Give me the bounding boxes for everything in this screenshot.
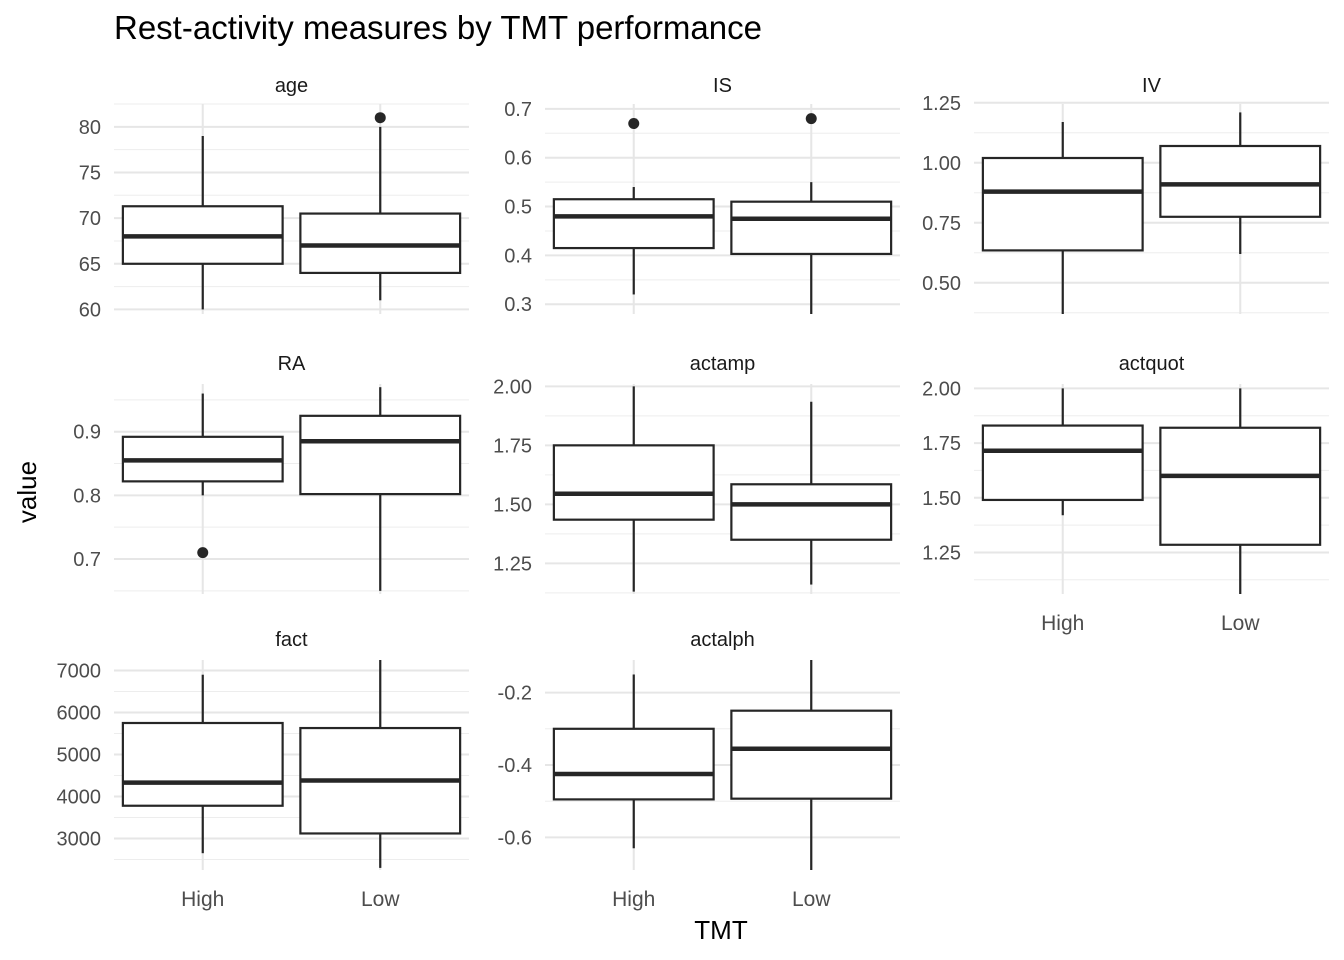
y-tick-label: 2.00: [922, 378, 961, 400]
facet-panels: 60 65 70 75 80 age 0.3 0.4 0.5 0.6 0.7 IS 0.50 0.75 1.…: [57, 75, 1329, 911]
facet-label: IS: [713, 75, 732, 97]
y-tick-label: 1.25: [922, 542, 961, 564]
box-low: [299, 660, 462, 868]
y-tick-label: 7000: [57, 661, 102, 683]
facet-actquot: 1.25 1.50 1.75 2.00 actquot High Low: [922, 353, 1329, 635]
box-high: [981, 122, 1144, 314]
box-high: [552, 118, 715, 295]
y-tick-label: -0.2: [498, 683, 532, 705]
box-high: [121, 135, 284, 310]
box-low: [1159, 388, 1322, 594]
facet-age: 60 65 70 75 80 age: [79, 75, 469, 321]
box-iqr: [552, 198, 715, 250]
y-tick-label: 0.3: [504, 294, 532, 316]
box-low: [299, 387, 462, 591]
y-tick-label: -0.4: [498, 755, 532, 777]
facet-fact: 3000 4000 5000 6000 7000 fact High Low: [57, 629, 469, 911]
y-tick-label: 1.25: [922, 93, 961, 115]
y-tick-label: 80: [79, 117, 101, 139]
y-tick-label: 1.25: [493, 553, 532, 575]
y-tick-label: 2.00: [493, 376, 532, 398]
box-iqr: [981, 156, 1144, 252]
y-tick-label: 70: [79, 208, 101, 230]
facet-label: actquot: [1119, 353, 1185, 375]
x-tick-label: High: [181, 888, 224, 911]
facet-RA: 0.7 0.8 0.9 RA: [73, 353, 469, 594]
facet-IS: 0.3 0.4 0.5 0.6 0.7 IS: [504, 75, 900, 316]
outlier-point: [805, 113, 817, 125]
box-iqr: [552, 444, 715, 521]
box-low: [730, 113, 893, 314]
x-tick-label: Low: [1221, 612, 1260, 635]
y-tick-label: 65: [79, 254, 101, 276]
y-tick-label: 60: [79, 299, 101, 321]
y-tick-label: 75: [79, 162, 101, 184]
box-iqr: [299, 212, 462, 275]
y-tick-label: 1.75: [922, 433, 961, 455]
box-iqr: [1159, 144, 1322, 218]
box-high: [552, 674, 715, 849]
box-high: [552, 386, 715, 592]
box-iqr: [981, 424, 1144, 502]
box-high: [121, 674, 284, 854]
box-low: [299, 112, 462, 301]
y-tick-label: 0.5: [504, 197, 532, 219]
box-low: [730, 401, 893, 585]
x-tick-label: High: [1041, 612, 1084, 635]
y-tick-label: 0.75: [922, 213, 961, 235]
y-tick-label: 0.50: [922, 273, 961, 295]
y-tick-label: 1.50: [922, 488, 961, 510]
facet-label: fact: [275, 629, 308, 651]
x-tick-label: High: [612, 888, 655, 911]
box-iqr: [121, 721, 284, 807]
box-iqr: [730, 483, 893, 541]
y-tick-label: 5000: [57, 745, 102, 767]
facet-label: actalph: [690, 629, 755, 651]
y-tick-label: 1.75: [493, 435, 532, 457]
x-axis-title: TMT: [694, 915, 748, 945]
box-iqr: [1159, 426, 1322, 546]
x-tick-label: Low: [361, 888, 400, 911]
box-iqr: [299, 414, 462, 496]
facet-IV: 0.50 0.75 1.00 1.25 IV: [922, 75, 1329, 314]
facet-label: RA: [278, 353, 306, 375]
outlier-point: [197, 547, 209, 559]
facet-actamp: 1.25 1.50 1.75 2.00 actamp: [493, 353, 900, 594]
facet-label: actamp: [690, 353, 756, 375]
box-iqr: [552, 727, 715, 801]
y-tick-label: 0.6: [504, 148, 532, 170]
y-tick-label: -0.6: [498, 827, 532, 849]
y-tick-label: 1.00: [922, 153, 961, 175]
box-low: [1159, 112, 1322, 254]
x-tick-label: Low: [792, 888, 831, 911]
y-tick-label: 0.7: [504, 99, 532, 121]
outlier-point: [628, 118, 640, 130]
y-tick-label: 0.8: [73, 485, 101, 507]
y-tick-label: 6000: [57, 703, 102, 725]
y-tick-label: 0.9: [73, 422, 101, 444]
facet-actalph: -0.6 -0.4 -0.2 actalph High Low: [498, 629, 900, 911]
facet-label: age: [275, 75, 308, 97]
y-tick-label: 0.4: [504, 245, 532, 267]
outlier-point: [374, 112, 386, 124]
y-tick-label: 0.7: [73, 549, 101, 571]
box-iqr: [730, 200, 893, 256]
y-tick-label: 3000: [57, 829, 102, 851]
chart-title: Rest-activity measures by TMT performanc…: [114, 9, 762, 46]
box-low: [730, 660, 893, 870]
box-high: [121, 393, 284, 559]
box-high: [981, 388, 1144, 516]
y-axis-title: value: [12, 461, 42, 523]
box-iqr: [730, 709, 893, 800]
facet-label: IV: [1142, 75, 1162, 97]
y-tick-label: 1.50: [493, 494, 532, 516]
y-tick-label: 4000: [57, 787, 102, 809]
